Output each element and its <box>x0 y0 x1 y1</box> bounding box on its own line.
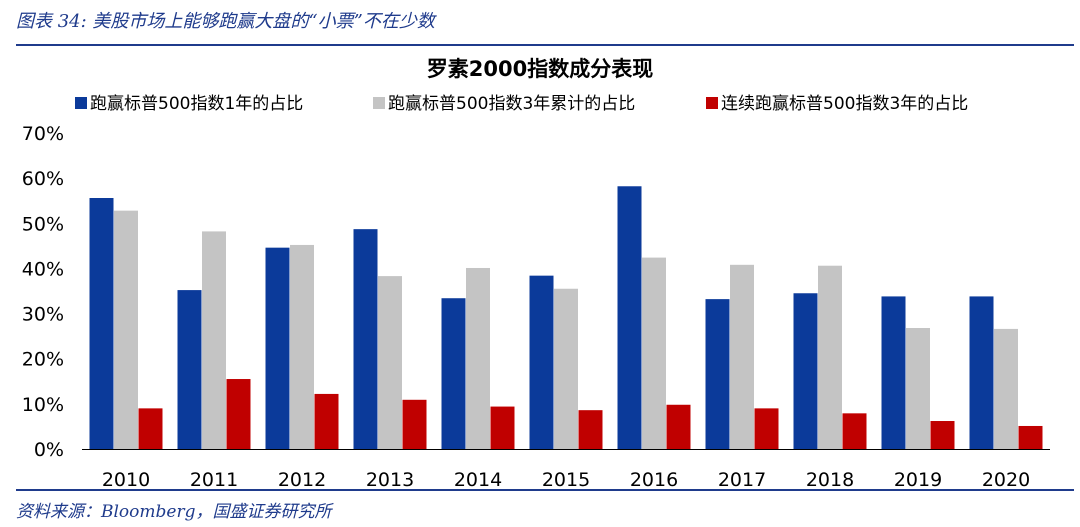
bar-1-2013 <box>353 229 378 449</box>
y-tick-label: 70% <box>22 123 64 145</box>
x-tick-label: 2020 <box>982 469 1030 491</box>
bar-3-2015 <box>578 410 603 449</box>
y-tick-label: 10% <box>22 394 64 416</box>
chart-legend: 跑赢标普500指数1年的占比 跑赢标普500指数3年累计的占比 连续跑赢标普500指… <box>75 94 968 114</box>
bar-3-2014 <box>490 406 515 449</box>
bar-3-2016 <box>666 404 691 449</box>
y-tick-label: 50% <box>22 213 64 235</box>
bar-2-2017 <box>730 264 754 449</box>
bar-3-2017 <box>754 408 779 449</box>
x-tick-label: 2016 <box>630 469 678 491</box>
bar-1-2020 <box>969 296 994 449</box>
figure-caption: 图表 34: 美股市场上能够跑赢大盘的“小票”不在少数 <box>16 11 435 32</box>
bar-1-2012 <box>265 247 290 449</box>
x-tick-label: 2015 <box>542 469 590 491</box>
bar-2-2019 <box>906 328 930 449</box>
y-tick-label: 20% <box>22 349 64 371</box>
bar-1-2014 <box>441 298 466 449</box>
bar-3-2012 <box>314 393 339 449</box>
legend-swatch-3 <box>706 97 718 109</box>
x-tick-label: 2018 <box>806 469 854 491</box>
bar-2-2010 <box>114 210 138 449</box>
bar-3-2013 <box>402 399 427 449</box>
bar-2-2018 <box>818 265 842 449</box>
bar-2-2011 <box>202 231 226 449</box>
legend-label-3: 连续跑赢标普500指数3年的占比 <box>721 94 968 114</box>
bar-2-2015 <box>554 288 578 449</box>
bar-3-2011 <box>226 379 251 449</box>
bar-1-2010 <box>89 198 114 449</box>
bar-1-2016 <box>617 186 642 450</box>
bar-1-2019 <box>881 296 906 449</box>
legend-swatch-1 <box>75 97 87 109</box>
y-tick-label: 60% <box>22 168 64 190</box>
bar-3-2019 <box>930 421 955 449</box>
source-footer: 资料来源：Bloomberg，国盛证券研究所 <box>16 489 1074 522</box>
bar-1-2018 <box>793 293 818 449</box>
x-axis: 2010 2011 2012 2013 2014 2015 2016 2017 2018 2019… <box>82 449 1050 491</box>
source-note: 资料来源：Bloomberg，国盛证券研究所 <box>16 502 332 522</box>
figure-caption-bar: 图表 34: 美股市场上能够跑赢大盘的“小票”不在少数 <box>16 6 1074 46</box>
y-tick-label: 40% <box>22 258 64 280</box>
x-tick-label: 2017 <box>718 469 766 491</box>
bar-1-2011 <box>177 290 202 449</box>
bar-2-2016 <box>642 257 666 449</box>
legend-label-2: 跑赢标普500指数3年累计的占比 <box>388 94 635 114</box>
legend-swatch-2 <box>373 97 385 109</box>
y-axis: 0% 10% 20% 30% 40% 50% 60% 70% <box>22 123 64 461</box>
bar-1-2015 <box>529 275 554 449</box>
x-tick-label: 2012 <box>278 469 326 491</box>
bar-series-group <box>89 186 1043 450</box>
bar-2-2014 <box>466 267 490 449</box>
bar-1-2017 <box>705 299 730 449</box>
bar-3-2020 <box>1018 425 1043 449</box>
x-tick-label: 2013 <box>366 469 414 491</box>
legend-label-1: 跑赢标普500指数1年的占比 <box>90 94 303 114</box>
x-tick-label: 2014 <box>454 469 502 491</box>
bar-2-2020 <box>994 328 1018 449</box>
x-tick-label: 2010 <box>102 469 150 491</box>
bar-3-2010 <box>138 408 163 449</box>
bar-3-2018 <box>842 413 867 449</box>
y-tick-label: 30% <box>22 304 64 326</box>
x-tick-label: 2019 <box>894 469 942 491</box>
y-tick-label: 0% <box>34 439 64 461</box>
bar-2-2013 <box>378 276 402 449</box>
bar-2-2012 <box>290 244 314 449</box>
chart-title: 罗素2000指数成分表现 <box>427 57 653 81</box>
x-tick-label: 2011 <box>190 469 238 491</box>
